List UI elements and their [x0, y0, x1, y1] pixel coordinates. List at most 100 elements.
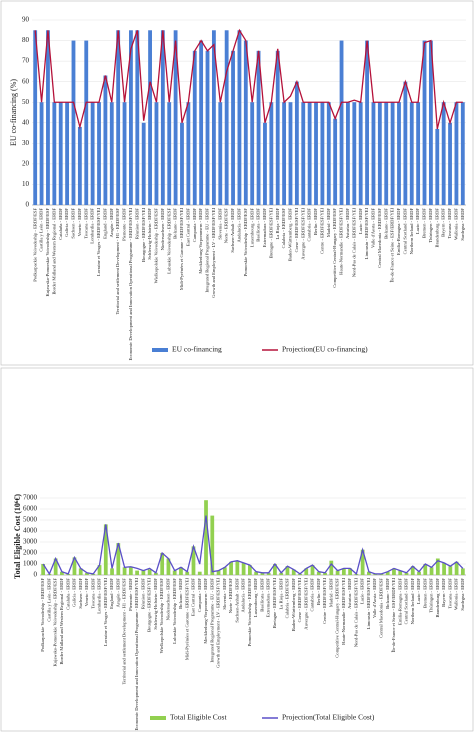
x-tick-label: Corse - ERDF/ESF/YEI [294, 208, 299, 253]
x-tick-label: Andalucía - ERDF [241, 578, 246, 613]
bar [141, 570, 146, 575]
x-tick-label: Galicia - ERDF [64, 208, 69, 237]
bar [279, 572, 284, 575]
bar [417, 571, 421, 575]
x-tick-label: Northern Ireland - ERDF [410, 578, 415, 625]
bar [122, 102, 127, 205]
x-tick-label: Limousin - ERDF/ESF/YEI [366, 578, 371, 630]
bar [377, 102, 382, 205]
bar [33, 30, 38, 206]
bar [110, 568, 114, 575]
bar [256, 50, 261, 206]
x-tick-label: Piemonte - ERDF [122, 208, 127, 241]
x-tick-label: Pomorskie Voivodeship - ERDF/ESF [243, 208, 248, 277]
bar [460, 102, 465, 205]
x-tick-label: Central Scotland - ERDF [402, 208, 407, 255]
bar [448, 566, 453, 575]
bar [288, 102, 293, 205]
x-tick-label: Lazio - ERDF [416, 578, 421, 604]
bar [46, 30, 50, 206]
bar [409, 102, 414, 205]
x-tick-label: Bremen - ERDF [422, 208, 427, 239]
x-tick-label: Lubuskie Voivodeship - ERDF/ESF [172, 578, 177, 644]
bar [197, 571, 202, 575]
bar [224, 30, 229, 206]
x-tick-label: Bretagne - ERDF/ESF/YEI [272, 578, 277, 629]
x-tick-label: Pomorskie Voivodeship - ERDF/ESF [247, 578, 252, 647]
x-tick-label: Baden-Württemberg - ERDF [288, 208, 293, 262]
x-tick-label: Bayern - ERDF [441, 208, 446, 237]
panel-frame [0, 367, 474, 732]
bar [339, 40, 344, 205]
x-tick-label: Sachsen - ERDF [71, 208, 76, 239]
x-tick-label: Lazio - ERDF [360, 578, 365, 604]
bar [191, 546, 196, 575]
x-tick-label: Emilia-Romagna - ERDF [396, 208, 401, 255]
bar [454, 102, 459, 205]
y-tick-label: 3000 [23, 538, 38, 546]
x-tick-label: Thüringen - ERDF [429, 578, 434, 613]
bar [398, 570, 403, 575]
x-tick-label: Bourgogne - ERDF/ESF/YEI [141, 208, 146, 262]
x-tick-label: Growth and Employment - LV - ERDF/ESF/YE… [211, 208, 216, 298]
x-tick-label: Wallonia - ERDF [453, 208, 458, 240]
bar [367, 571, 371, 575]
x-tick-label: Central Scotland - ERDF [404, 578, 409, 625]
bar [304, 568, 309, 575]
bar [247, 565, 252, 575]
x-tick-label: Brandenburg - ERDF [435, 578, 440, 618]
x-tick-label: Haute-Normandie - ERDF/ESF/YEI [339, 208, 344, 275]
x-tick-label: Berlin - ERDF [313, 208, 318, 235]
bar [348, 568, 352, 575]
legend-label: Projection(EU co-financing) [282, 345, 368, 354]
y-tick-label: 30 [22, 139, 30, 147]
bar [211, 30, 216, 206]
bar [109, 102, 114, 205]
x-tick-label: East Central - ERDF [191, 578, 196, 617]
x-tick-label: Cantabria - ERDF [307, 208, 312, 242]
bar [385, 571, 390, 575]
bar [435, 128, 440, 205]
x-tick-label: Niedersachsen - ERDF [165, 578, 170, 621]
x-tick-label: Campania - ERDF [197, 578, 202, 613]
y-tick-label: 10 [22, 180, 30, 188]
bar [273, 564, 277, 575]
x-tick-label: Integrated Regional Programme - EU - ERD… [205, 208, 210, 293]
bar [326, 102, 331, 205]
bar [103, 75, 108, 205]
bar [428, 40, 433, 205]
y-tick-label: 5000 [23, 516, 38, 524]
x-tick-label: Integrated Regional Programme - EU - ERD… [209, 578, 214, 663]
y-tick-label: 1000 [23, 560, 38, 568]
bar [116, 30, 121, 206]
x-tick-label: Extremadura - ERDF [266, 578, 271, 618]
x-tick-label: Réunion - ERDF [140, 578, 145, 610]
x-tick-label: Calabria - ERDF/ESF [285, 578, 290, 619]
bar [173, 30, 178, 206]
bar [172, 570, 177, 575]
x-tick-label: Schleswig-Holstein - ERDF [147, 208, 152, 260]
bar [454, 561, 459, 575]
x-tick-label: Berlin - ERDF [316, 578, 321, 605]
bar [85, 572, 89, 575]
bar [260, 572, 265, 575]
bar [323, 572, 327, 575]
x-tick-label: Baden-Württemberg - ERDF [291, 578, 296, 632]
y-tick-label: 4000 [23, 527, 38, 535]
x-tick-label: Asturias - ERDF [347, 578, 352, 609]
x-tick-label: Basilicata - ERDF [259, 578, 264, 612]
x-tick-label: Lombardia - ERDF [90, 208, 95, 244]
bar [301, 102, 306, 205]
y-tick-label: 40 [22, 118, 30, 126]
legend-label: Projection(Total Eligible Cost) [282, 713, 375, 722]
x-tick-label: Aragón - ERDF [115, 578, 120, 608]
bar [39, 102, 44, 205]
bar [352, 102, 357, 205]
x-tick-label: Valle d'Aosta - ERDF [372, 578, 377, 618]
bar [291, 569, 296, 575]
x-tick-label: Bretagne - ERDF/ESF/YEI [268, 208, 273, 259]
bar [416, 102, 421, 205]
line [34, 28, 463, 130]
bar [204, 500, 208, 575]
x-tick-label: La Rioja - ERDF [275, 208, 280, 240]
